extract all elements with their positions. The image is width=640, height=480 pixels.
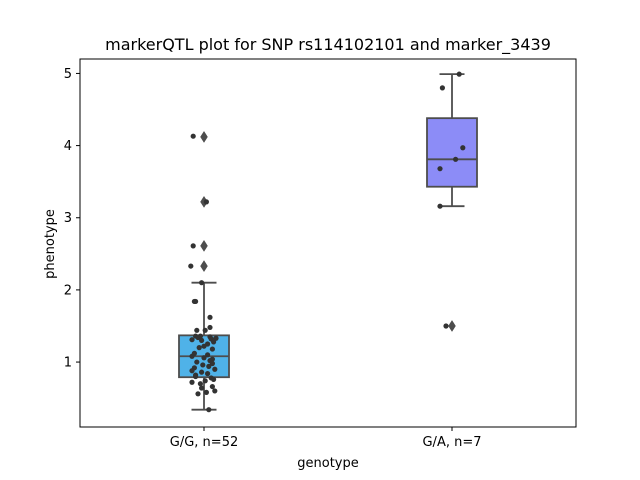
data-point	[201, 343, 207, 349]
y-axis-label: phenotype	[43, 209, 58, 279]
data-point	[209, 360, 215, 367]
plot-area: 1 2 3 4 5 G/G, n=52 G/A, n=7	[64, 58, 577, 450]
axes-frame	[79, 58, 577, 428]
box-iqr	[426, 117, 478, 188]
data-point	[196, 345, 202, 351]
outlier-marker	[200, 239, 208, 252]
data-point	[212, 366, 218, 372]
data-point	[206, 407, 212, 413]
x-tick-label: G/G, n=52	[170, 435, 238, 450]
data-point	[191, 298, 197, 305]
data-point	[194, 359, 200, 365]
x-tick-label: G/A, n=7	[422, 435, 481, 450]
data-point	[437, 203, 443, 209]
data-point	[211, 376, 217, 382]
chart-title: markerQTL plot for SNP rs114102101 and m…	[105, 35, 551, 55]
data-point	[190, 243, 196, 249]
data-point	[194, 327, 200, 333]
data-point	[437, 166, 443, 172]
data-point	[439, 85, 445, 91]
data-point	[199, 369, 205, 375]
y-tick-label: 1	[64, 356, 72, 371]
data-point	[211, 339, 217, 345]
data-point	[189, 368, 195, 374]
data-point	[189, 353, 195, 359]
data-point	[453, 156, 459, 162]
data-point	[205, 352, 211, 358]
data-point	[197, 381, 203, 387]
outlier-marker	[200, 130, 208, 143]
data-point	[199, 385, 205, 391]
data-point	[460, 145, 466, 151]
outlier-marker	[448, 320, 456, 332]
data-point	[203, 389, 209, 395]
data-point	[207, 324, 213, 331]
data-point	[195, 334, 201, 341]
data-point	[202, 327, 208, 333]
data-point	[206, 363, 212, 369]
data-point	[202, 378, 208, 384]
data-point	[209, 346, 215, 352]
data-point	[193, 373, 199, 380]
data-point	[190, 133, 196, 139]
data-point	[456, 71, 462, 77]
data-point	[199, 337, 205, 344]
data-point	[201, 355, 207, 361]
data-point	[200, 362, 206, 368]
data-point	[203, 199, 209, 205]
y-tick-label: 5	[64, 67, 72, 82]
data-point	[189, 337, 195, 343]
data-point	[205, 371, 211, 377]
x-axis-label: genotype	[297, 456, 358, 471]
data-point	[199, 280, 205, 286]
y-tick-label: 2	[64, 283, 72, 298]
data-point	[188, 263, 194, 269]
outlier-marker	[200, 260, 208, 273]
data-point	[195, 391, 201, 397]
data-point	[189, 379, 195, 385]
y-tick-label: 3	[64, 211, 72, 226]
data-point	[443, 323, 449, 329]
data-point	[209, 383, 215, 390]
data-point	[207, 314, 213, 320]
data-point	[212, 388, 218, 394]
y-tick-label: 4	[64, 139, 72, 154]
